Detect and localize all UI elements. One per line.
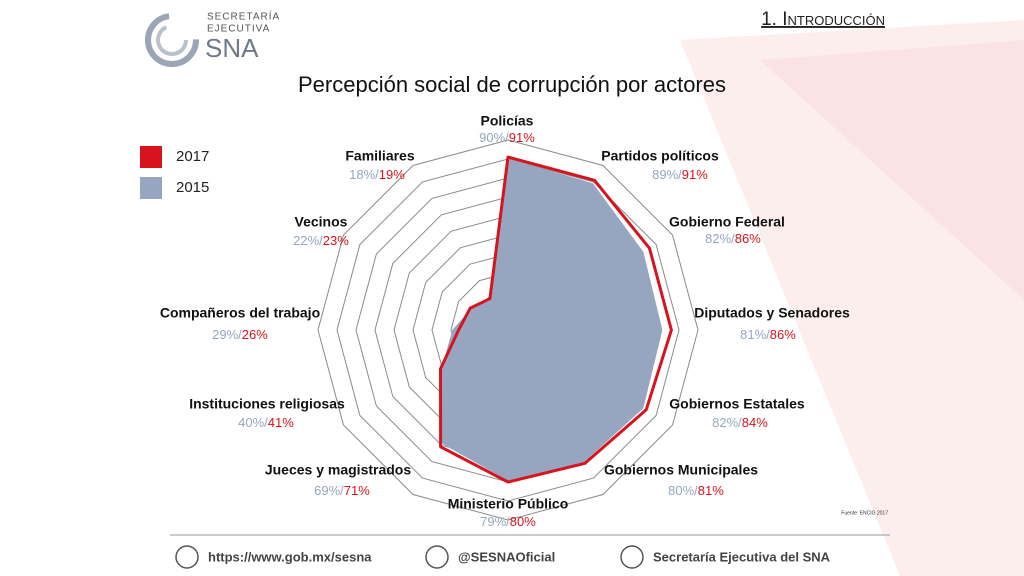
value-label: 41% xyxy=(268,415,294,430)
logo-text: SNA xyxy=(205,33,259,63)
value-label: 86% xyxy=(770,327,796,342)
facebook-icon xyxy=(620,545,644,569)
twitter-icon xyxy=(425,545,449,569)
value-label-group: 69%/71% xyxy=(314,483,370,498)
grid-ring xyxy=(317,139,699,521)
category-label: Policías xyxy=(481,113,534,129)
value-label-group: 80%/81% xyxy=(668,483,724,498)
source: Fuente: ENCIG 2017 xyxy=(841,510,888,516)
value-label-group: 89%/91% xyxy=(652,167,708,182)
value-label: 29%/ xyxy=(212,327,242,342)
category-label: Gobiernos Estatales xyxy=(669,396,805,412)
legend-swatch xyxy=(140,177,162,199)
value-label-group: 79%/80% xyxy=(480,514,536,529)
footer-facebook: Secretaría Ejecutiva del SNA xyxy=(653,549,831,564)
category-label: Gobiernos Municipales xyxy=(604,462,758,478)
value-label: 90%/ xyxy=(479,130,509,145)
series-line xyxy=(439,155,673,484)
category-label: Compañeros del trabajo xyxy=(160,305,320,321)
value-label: 71% xyxy=(344,483,370,498)
value-label: 91% xyxy=(509,130,535,145)
value-label: 40%/ xyxy=(238,415,268,430)
value-label-group: 90%/91% xyxy=(479,130,535,145)
background-shape xyxy=(680,20,1024,576)
value-label: 26% xyxy=(242,327,268,342)
legend-label: 2015 xyxy=(176,179,209,196)
category-label: Instituciones religiosas xyxy=(189,396,345,412)
value-label: 22%/ xyxy=(293,233,323,248)
web-icon xyxy=(175,545,199,569)
category-label: Vecinos xyxy=(295,214,348,230)
value-label: 69%/ xyxy=(314,483,344,498)
legend-swatch xyxy=(140,146,162,168)
logo-text: SECRETARÍA xyxy=(207,10,280,23)
footer-web: https://www.gob.mx/sesna xyxy=(208,549,372,564)
category-label: Partidos políticos xyxy=(601,148,719,164)
category-label: Familiares xyxy=(345,148,414,164)
value-label: 91% xyxy=(682,167,708,182)
value-label: 18%/ xyxy=(349,167,379,182)
grid-ring xyxy=(336,158,680,502)
value-label: 86% xyxy=(735,231,761,246)
value-label: 82%/ xyxy=(705,231,735,246)
value-label-group: 40%/41% xyxy=(238,415,294,430)
value-label: 80% xyxy=(510,514,536,529)
logo-ring xyxy=(156,24,188,56)
value-label-group: 82%/84% xyxy=(712,415,768,430)
logo-text: EJECUTIVA xyxy=(207,24,270,35)
value-label-group: 18%/19% xyxy=(349,167,405,182)
category-label: Jueces y magistrados xyxy=(265,462,412,478)
category-label: Ministerio Público xyxy=(448,496,569,512)
footer-twitter: @SESNAOficial xyxy=(458,549,555,564)
value-label-group: 22%/23% xyxy=(293,233,349,248)
value-label: 19% xyxy=(379,167,405,182)
legend-label: 2017 xyxy=(176,148,209,165)
value-label: 23% xyxy=(323,233,349,248)
logo: SECRETARÍA EJECUTIVA SNA xyxy=(145,10,280,67)
value-label-group: 81%/86% xyxy=(740,327,796,342)
value-label: 81%/ xyxy=(740,327,770,342)
value-label-group: 29%/26% xyxy=(212,327,268,342)
value-label: 84% xyxy=(742,415,768,430)
category-label: Diputados y Senadores xyxy=(694,305,850,321)
category-label: Gobierno Federal xyxy=(669,214,785,230)
value-label: 79%/ xyxy=(480,514,510,529)
series-area xyxy=(441,158,663,481)
value-label: 89%/ xyxy=(652,167,682,182)
background-shape xyxy=(760,40,1024,300)
value-label: 81% xyxy=(698,483,724,498)
value-label: 82%/ xyxy=(712,415,742,430)
logo-ring xyxy=(145,13,199,67)
chart-title: Percepción social de corrupción por acto… xyxy=(298,72,726,97)
section-title: 1. Introducción xyxy=(761,9,885,30)
value-label-group: 82%/86% xyxy=(705,231,761,246)
value-label: 80%/ xyxy=(668,483,698,498)
